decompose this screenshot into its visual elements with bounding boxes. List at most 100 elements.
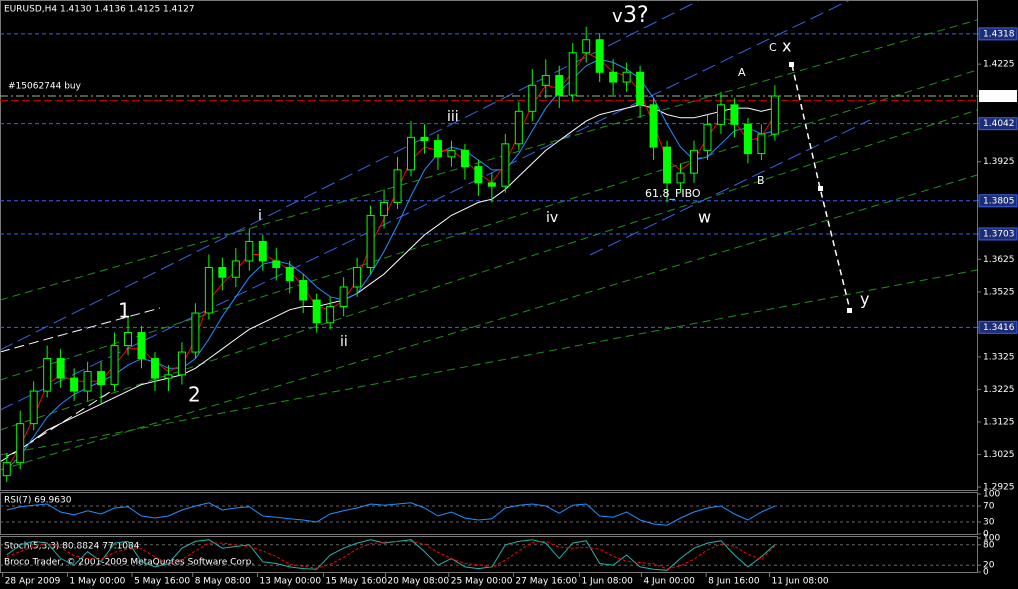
candle-body [272, 260, 281, 268]
candle-body [582, 39, 591, 54]
channel-line [0, 269, 978, 456]
candle-body [420, 136, 429, 142]
moving-average [6, 52, 776, 470]
candle-body [663, 146, 672, 184]
candle-body [110, 345, 119, 386]
channel-line [0, 109, 978, 431]
y-tick-label: 1.3025 [983, 450, 1015, 460]
wave-label: B [757, 174, 765, 187]
wave-label: y [860, 290, 869, 309]
candle-body [649, 104, 658, 148]
candle-body [312, 299, 321, 324]
level-tag [978, 27, 1018, 41]
indicator-line [6, 540, 776, 570]
panel-frame [0, 492, 978, 535]
wave-label: ii [340, 334, 348, 350]
moving-average [6, 104, 776, 457]
candle-body [137, 332, 146, 360]
candle-body [743, 123, 752, 155]
x-tick-label: 4 Jun 00:00 [643, 577, 695, 587]
projection-point [789, 62, 794, 67]
y-tick-label: 1.3125 [983, 418, 1015, 428]
candle-body [770, 95, 779, 135]
candle-body [231, 260, 240, 278]
candle-body [83, 371, 92, 392]
projection-point [847, 308, 852, 313]
projection-line [791, 64, 851, 311]
chart-title: EURUSD,H4 1.4130 1.4136 1.4125 1.4127 [4, 5, 195, 15]
candle-body [29, 390, 38, 425]
x-tick-label: 11 Jun 08:00 [771, 577, 828, 587]
y-tick-label: 70 [983, 502, 995, 512]
candle-body [177, 351, 186, 376]
candle-body [393, 169, 402, 203]
y-tick-label: 100 [983, 534, 1000, 544]
x-tick-label: 1 Jun 08:00 [581, 577, 633, 587]
candle-body [474, 166, 483, 184]
candle-body [555, 75, 564, 96]
y-tick-label: 1.3325 [983, 352, 1015, 362]
wave-label: 61.8_FIBO [645, 187, 701, 200]
y-tick-label: 80 [983, 540, 995, 550]
candle-body [299, 279, 308, 301]
candle-body [690, 149, 699, 174]
candle-body [191, 312, 200, 353]
y-tick-label: 1.3225 [983, 385, 1015, 395]
candle-body [609, 71, 618, 83]
candle-body [97, 371, 106, 386]
wave-label: i [258, 208, 262, 224]
candle-body [716, 104, 725, 125]
candle-body [501, 143, 510, 187]
candle-body [258, 240, 267, 262]
y-tick-label: 1.3703 [983, 229, 1015, 239]
x-tick-label: 1 May 00:00 [69, 577, 125, 587]
y-tick-label: 1.3925 [983, 157, 1015, 167]
candle-body [730, 104, 739, 125]
wave-label: C [769, 41, 777, 54]
channel-line [0, 307, 161, 353]
candle-body [407, 136, 416, 171]
candle-body [636, 71, 645, 106]
candle-body [487, 182, 496, 187]
channel-line [0, 69, 978, 381]
candle-body [703, 123, 712, 151]
moving-average [6, 58, 776, 470]
trend-channels [0, 0, 978, 471]
candle-body [541, 75, 550, 86]
candle-body [366, 214, 375, 268]
candle-body [568, 52, 577, 96]
y-tick-label: 1.3625 [983, 255, 1015, 265]
candle-body [380, 201, 389, 216]
stoch-title: Stoch(5,3,3) 80.8824 77.1084 [4, 542, 140, 552]
candle-body [164, 374, 173, 379]
wave-label: 2 [188, 383, 201, 407]
candle-body [595, 39, 604, 73]
y-tick-label: 1.4225 [983, 60, 1015, 70]
rsi-title: RSI(7) 69.9630 [4, 496, 72, 506]
panel-frame [0, 536, 978, 573]
wave-label: w [698, 208, 711, 227]
candle-body [757, 133, 766, 155]
wave-label: x [782, 37, 791, 56]
y-tick-label: 1.2925 [983, 483, 1015, 493]
copyright: Broco Trader, © 2001-2009 MetaQuotes Sof… [4, 558, 254, 568]
x-tick-label: 15 May 16:00 [325, 577, 387, 587]
channel-line [0, 174, 978, 471]
channel-line [589, 119, 871, 256]
y-tick-label: 1.4127 [983, 92, 1015, 102]
x-tick-label: 8 Jun 16:00 [708, 577, 760, 587]
x-tick-label: 25 May 00:00 [451, 577, 513, 587]
candle-body [676, 172, 685, 184]
wave-label: iii [447, 109, 459, 125]
candle-body [245, 240, 254, 262]
wave-label: iv [546, 210, 558, 226]
y-tick-label: 100 [983, 490, 1000, 500]
panel-frame [0, 0, 978, 491]
y-tick-label: 20 [983, 561, 995, 571]
y-tick-label: 1.4318 [983, 29, 1015, 39]
candle-body [447, 149, 456, 158]
order-label: #15062744 buy [8, 82, 82, 92]
y-tick-label: 1.4042 [983, 119, 1015, 129]
y-tick-label: 0 [983, 568, 989, 578]
